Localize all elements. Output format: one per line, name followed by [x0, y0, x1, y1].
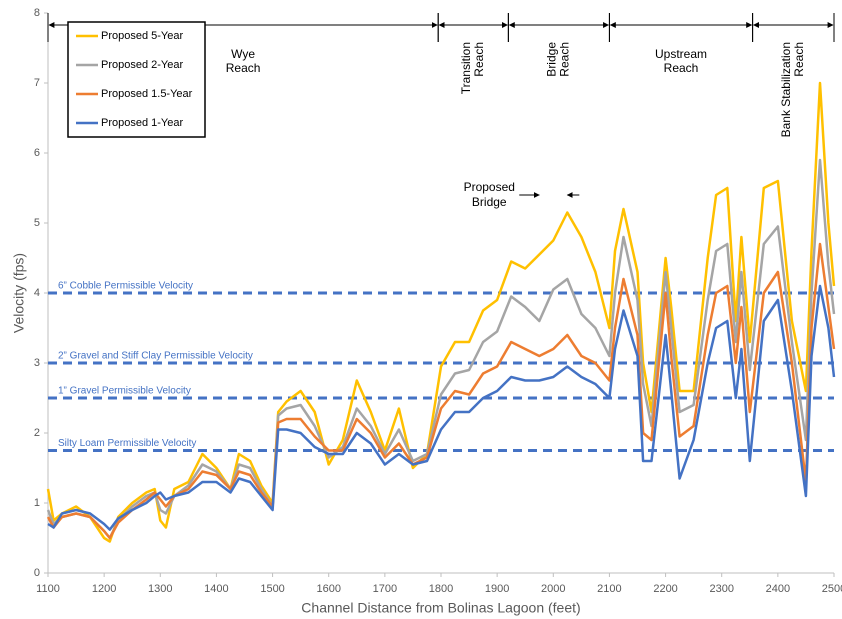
reach-label: Reach: [558, 42, 572, 77]
x-tick-label: 2500: [822, 583, 842, 595]
legend-label: Proposed 1-Year: [101, 117, 183, 129]
reach-label: Wye: [231, 47, 255, 61]
legend-label: Proposed 5-Year: [101, 30, 183, 42]
x-tick-label: 2000: [541, 583, 565, 595]
annotation: Proposed: [464, 180, 515, 194]
x-tick-label: 1800: [429, 583, 453, 595]
x-tick-label: 1900: [485, 583, 509, 595]
y-axis-title: Velocity (fps): [11, 253, 27, 333]
reach-label: Bridge: [545, 42, 559, 77]
x-tick-label: 1500: [260, 583, 284, 595]
y-tick-label: 2: [34, 427, 40, 439]
legend-label: Proposed 2-Year: [101, 59, 183, 71]
y-tick-label: 8: [34, 7, 40, 19]
series-line: [46, 242, 836, 540]
x-axis-title: Channel Distance from Bolinas Lagoon (fe…: [301, 600, 580, 616]
reference-label: Silty Loam Permissible Velocity: [58, 438, 196, 449]
x-tick-label: 1300: [148, 583, 172, 595]
y-tick-label: 6: [34, 147, 40, 159]
series-line: [47, 284, 836, 531]
y-tick-label: 3: [34, 357, 40, 369]
x-tick-label: 2100: [597, 583, 621, 595]
reach-label: Transition: [459, 42, 473, 94]
series-line: [46, 81, 836, 543]
y-tick-label: 0: [34, 567, 40, 579]
legend: Proposed 5-Year Proposed 2-Year Proposed 1…: [67, 21, 206, 138]
x-tick-label: 1400: [204, 583, 228, 595]
reach-label: Reach: [226, 61, 261, 75]
y-tick-label: 5: [34, 217, 40, 229]
reach-label: Reach: [472, 42, 486, 77]
reference-label: 2” Gravel and Stiff Clay Permissible Vel…: [58, 351, 253, 362]
x-tick-label: 1100: [36, 583, 60, 595]
x-tick-label: 2400: [766, 583, 790, 595]
x-tick-label: 1700: [373, 583, 397, 595]
y-tick-label: 7: [34, 77, 40, 89]
reference-label: 6” Cobble Permissible Velocity: [58, 281, 193, 292]
reference-label: 1” Gravel Permissible Velocity: [58, 386, 191, 397]
reach-label: Upstream: [655, 47, 707, 61]
series-line: [46, 158, 836, 540]
annotation: Bridge: [472, 195, 507, 209]
x-tick-label: 2300: [709, 583, 733, 595]
reach-label: Bank Stabilization: [779, 42, 793, 137]
reach-label: Reach: [664, 61, 699, 75]
reach-label: Reach: [792, 42, 806, 77]
legend-box: [67, 21, 206, 138]
x-tick-label: 1600: [316, 583, 340, 595]
y-tick-label: 1: [34, 497, 40, 509]
x-tick-label: 1200: [92, 583, 116, 595]
legend-label: Proposed 1.5-Year: [101, 88, 193, 100]
x-tick-label: 2200: [653, 583, 677, 595]
y-tick-label: 4: [34, 287, 40, 299]
